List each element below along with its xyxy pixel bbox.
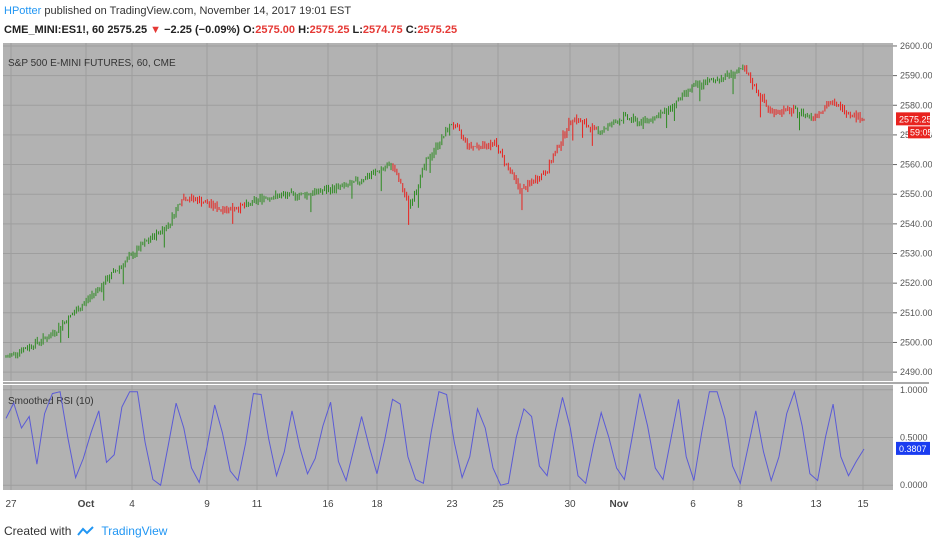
price-tick-label: 2530.00 <box>900 249 932 259</box>
time-tick-label: 23 <box>446 499 458 510</box>
tradingview-brand-link[interactable]: TradingView <box>101 524 168 538</box>
symbol-label: CME_MINI:ES1!, 60 <box>4 24 105 36</box>
created-with-label: Created with <box>4 524 72 538</box>
high-value: 2575.25 <box>309 24 350 36</box>
price-tick-label: 2590.00 <box>900 71 932 81</box>
price-tick-label: 2600.00 <box>900 41 932 51</box>
close-label: C: <box>405 24 418 36</box>
price-tick-label: 2550.00 <box>900 189 932 199</box>
axes: 2600.002590.002580.002570.002560.002550.… <box>3 41 932 510</box>
last-price: 2575.25 <box>107 24 148 36</box>
countdown-tag <box>908 126 930 139</box>
close-value: 2575.25 <box>417 24 458 36</box>
last-price-tag <box>896 112 930 126</box>
publish-line: HPotter published on TradingView.com, No… <box>4 5 351 17</box>
time-tick-label: Oct <box>78 499 95 510</box>
high-label: H: <box>298 24 310 36</box>
time-tick-label: 15 <box>857 499 869 510</box>
rsi-value-tag <box>896 441 930 455</box>
price-pane[interactable]: S&P 500 E-MINI FUTURES, 60, CME <box>3 43 893 381</box>
countdown-tag-label: 59:05 <box>910 127 932 137</box>
author-link[interactable]: HPotter <box>4 5 42 17</box>
price-tick-label: 2490.00 <box>900 367 932 377</box>
price-tick-label: 2580.00 <box>900 100 932 110</box>
open-value: 2575.00 <box>255 24 295 36</box>
time-tick-label: 16 <box>322 499 334 510</box>
rsi-pane[interactable]: Smoothed RSI (10) <box>3 385 893 490</box>
ticker-info-line: CME_MINI:ES1!, 60 2575.25 ▼ −2.25 (−0.09… <box>4 24 457 36</box>
low-label: L: <box>352 24 363 36</box>
time-tick-label: 30 <box>564 499 576 510</box>
price-tick-label: 2540.00 <box>900 219 932 229</box>
rsi-tick-label: 0.0000 <box>900 480 928 490</box>
price-tick-label: 2500.00 <box>900 337 932 347</box>
rsi-tick-label: 0.5000 <box>900 433 928 443</box>
low-value: 2574.75 <box>362 24 403 36</box>
time-tick-label: 8 <box>737 499 743 510</box>
time-tick-label: 9 <box>204 499 210 510</box>
rsi-value-tag-label: 0.3807 <box>899 444 927 454</box>
price-change: −2.25 (−0.09%) <box>164 24 240 36</box>
time-tick-label: 18 <box>371 499 383 510</box>
price-tick-label: 2520.00 <box>900 278 932 288</box>
time-tick-label: 4 <box>129 499 135 510</box>
tradingview-logo-icon <box>77 526 95 536</box>
price-plot-background <box>3 43 893 381</box>
price-tick-label: 2560.00 <box>900 160 932 170</box>
rsi-line <box>5 389 865 487</box>
open-label: O: <box>243 24 256 36</box>
rsi-chart-title: Smoothed RSI (10) <box>8 396 94 407</box>
time-tick-label: 27 <box>5 499 17 510</box>
time-tick-label: 25 <box>492 499 504 510</box>
last-price-tag-label: 2575.25 <box>899 114 932 124</box>
time-tick-label: 13 <box>810 499 822 510</box>
price-chart-title: S&P 500 E-MINI FUTURES, 60, CME <box>8 58 176 69</box>
published-text: published on TradingView.com, November 1… <box>41 5 352 17</box>
down-arrow-icon: ▼ <box>150 24 162 36</box>
price-tick-label: 2510.00 <box>900 308 932 318</box>
time-tick-label: Nov <box>610 499 629 510</box>
rsi-tick-label: 1.0000 <box>900 385 928 395</box>
footer: Created with TradingView <box>4 524 167 538</box>
time-tick-label: 11 <box>252 499 263 510</box>
time-tick-label: 6 <box>690 499 696 510</box>
